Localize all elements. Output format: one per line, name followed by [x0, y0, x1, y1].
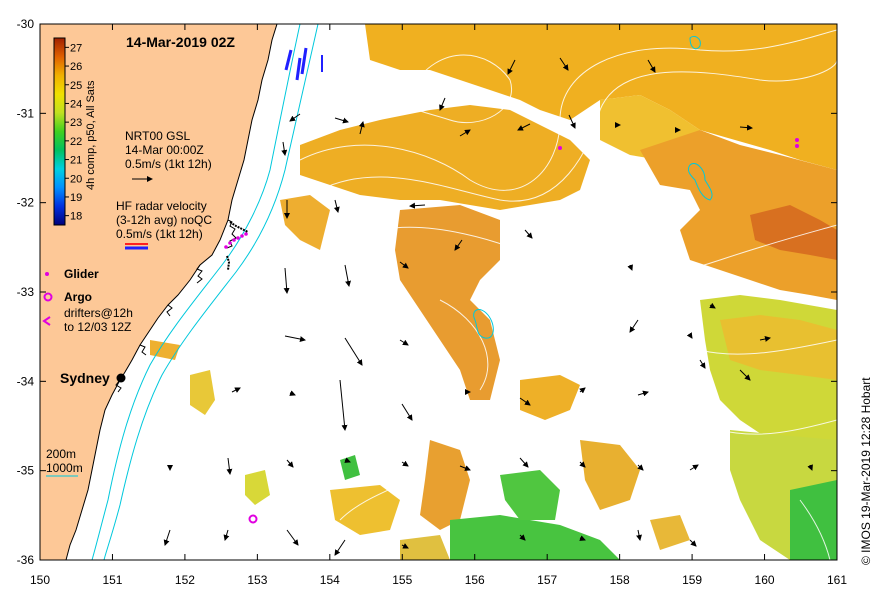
- legend-drifters-line1: drifters@12h: [64, 306, 133, 320]
- ssh-contours: [299, 29, 837, 560]
- colorbar-tick-label: 21: [70, 155, 82, 167]
- argo-legend-icon: [43, 292, 53, 302]
- colorbar-scale: [53, 37, 66, 226]
- x-tick-label: 152: [175, 573, 195, 587]
- y-tick-label: -31: [17, 106, 35, 120]
- drifter-track: [226, 221, 249, 271]
- legend-depth-200: 200m: [46, 447, 76, 461]
- x-tick-label: 161: [827, 573, 847, 587]
- y-tick-label: -36: [17, 553, 35, 567]
- colorbar-tick-label: 25: [70, 80, 82, 92]
- colorbar-tick-label: 19: [70, 192, 82, 204]
- colorbar-tick-label: 27: [70, 42, 82, 54]
- legend-drifters-line2: to 12/03 12Z: [64, 320, 131, 334]
- legend-depth-1000: 1000m: [46, 461, 83, 475]
- legend-hf-line3: 0.5m/s (1kt 12h): [116, 227, 203, 241]
- coastline-detail: [115, 219, 237, 393]
- x-tick-label: 156: [465, 573, 485, 587]
- legend-hf-line1: HF radar velocity: [116, 199, 207, 213]
- legend-hf-line2: (3-12h avg) noQC: [116, 213, 212, 227]
- land-mass: [40, 24, 278, 560]
- sst-field: [150, 24, 837, 560]
- colorbar-tick-label: 18: [70, 211, 82, 223]
- legend-gsl-line3: 0.5m/s (1kt 12h): [125, 157, 212, 171]
- credit-text: © IMOS 19-Mar-2019 12:28 Hobart: [859, 377, 873, 565]
- glider-track: [224, 138, 799, 249]
- colorbar-tick-label: 20: [70, 173, 82, 185]
- legend-glider: Glider: [64, 267, 99, 281]
- y-tick-label: -35: [17, 464, 35, 478]
- y-tick-label: -30: [17, 17, 35, 31]
- y-tick-label: -33: [17, 285, 35, 299]
- argo-float: [248, 514, 258, 524]
- colorbar-label: 4h comp, p50, All Sats: [85, 80, 97, 190]
- y-tick-label: -34: [17, 374, 35, 388]
- x-tick-label: 155: [392, 573, 412, 587]
- legend-gsl: NRT00 GSL 14-Mar 00:00Z 0.5m/s (1kt 12h): [125, 129, 212, 182]
- x-tick-label: 159: [682, 573, 702, 587]
- gsl-vectors: [163, 57, 813, 556]
- x-tick-label: 154: [320, 573, 340, 587]
- legend-gsl-line1: NRT00 GSL: [125, 129, 190, 143]
- x-tick-label: 157: [537, 573, 557, 587]
- legend-gsl-line2: 14-Mar 00:00Z: [125, 143, 204, 157]
- map-title: 14-Mar-2019 02Z: [126, 34, 235, 50]
- colorbar-tick-label: 24: [70, 98, 82, 110]
- legend-hf: HF radar velocity (3-12h avg) noQC 0.5m/…: [116, 199, 212, 250]
- x-tick-label: 160: [755, 573, 775, 587]
- colorbar-tick-label: 22: [70, 136, 82, 148]
- glider-legend-icon: [45, 272, 49, 276]
- colorbar-tick-label: 23: [70, 117, 82, 129]
- isobaths: [91, 24, 319, 560]
- sydney-marker-icon: [116, 373, 126, 383]
- colorbar-tick-label: 26: [70, 61, 82, 73]
- legend-argo: Argo: [64, 290, 92, 304]
- temp-isolines: [473, 35, 713, 339]
- legend-depth: 200m 1000m: [46, 447, 83, 477]
- legend-symbols: Glider Argo drifters@12h to 12/03 12Z: [42, 267, 133, 334]
- x-tick-label: 151: [102, 573, 122, 587]
- x-tick-label: 153: [247, 573, 267, 587]
- city-sydney: Sydney: [60, 370, 110, 386]
- colorbar: 27 26 25 24 23 22 21 20 19 18 4h comp, p50, All S…: [53, 37, 97, 226]
- y-axis: -30 -31 -32 -33 -34 -35 -36: [17, 17, 837, 567]
- drifter-legend-icon: [42, 316, 51, 326]
- x-tick-label: 150: [30, 573, 50, 587]
- x-axis: 150 151 152 153 154 155 156 157 158 159 160 161: [30, 24, 847, 587]
- y-tick-label: -32: [17, 196, 35, 210]
- hf-radar-arrows: [284, 47, 323, 81]
- x-tick-label: 158: [610, 573, 630, 587]
